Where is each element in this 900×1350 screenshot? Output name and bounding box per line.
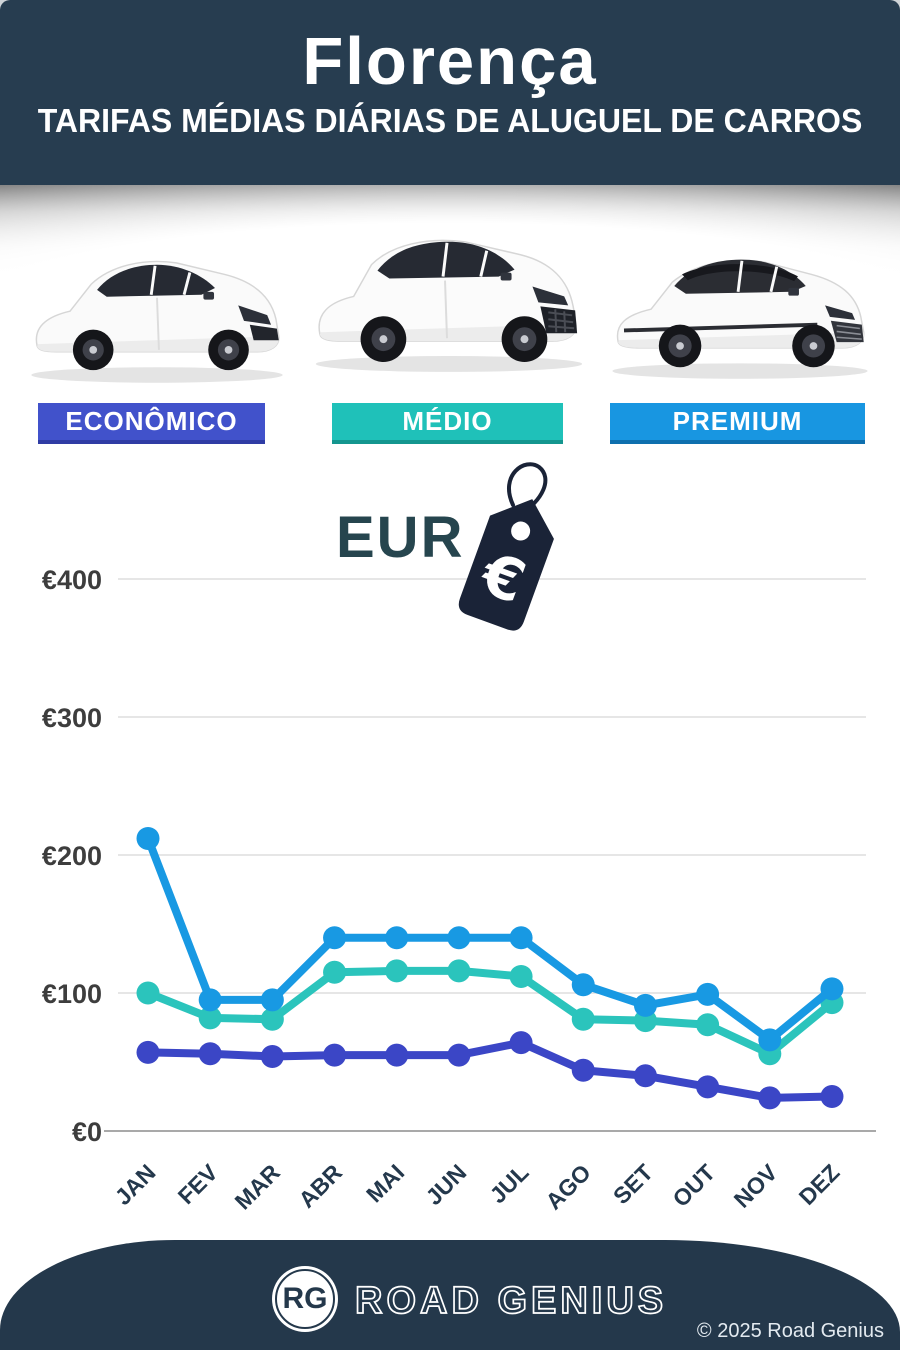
wheel <box>360 316 407 362</box>
wheel <box>72 329 114 371</box>
svg-text:SET: SET <box>608 1159 658 1209</box>
category-label-text: PREMIUM <box>672 406 803 436</box>
euro-price-tag-icon: € <box>458 462 554 631</box>
page-subtitle: TARIFAS MÉDIAS DIÁRIAS DE ALUGUEL DE CAR… <box>37 102 863 139</box>
category-label-text: ECONÔMICO <box>65 406 238 436</box>
currency-label: EUR <box>336 505 465 570</box>
rates-chart: €0 €100 €200 €300 €400 JAN FEV MAR ABR MAI JUN JUL A… <box>42 565 876 1215</box>
category-label-premium: PREMIUM <box>610 403 865 444</box>
svg-text:NOV: NOV <box>729 1159 783 1213</box>
svg-text:€300: €300 <box>42 703 102 733</box>
brand-name: ROAD GENIUS <box>354 1279 668 1323</box>
category-label-text: MÉDIO <box>402 406 493 436</box>
wheel <box>208 329 249 371</box>
road-genius-logo-icon: RG <box>272 1266 338 1332</box>
svg-text:JUN: JUN <box>421 1159 472 1210</box>
svg-text:AGO: AGO <box>540 1159 595 1214</box>
svg-text:€400: €400 <box>42 565 102 595</box>
category-label-economico: ECONÔMICO <box>38 403 265 444</box>
svg-text:ABR: ABR <box>293 1159 347 1213</box>
wheel <box>658 324 702 368</box>
midsize-suv-image <box>315 239 583 372</box>
page-title: Florença <box>302 24 598 99</box>
svg-text:MAI: MAI <box>361 1159 409 1207</box>
svg-text:OUT: OUT <box>667 1159 720 1212</box>
svg-text:€200: €200 <box>42 841 102 871</box>
svg-text:FEV: FEV <box>173 1159 223 1209</box>
copyright: © 2025 Road Genius <box>696 1320 884 1342</box>
economy-car-image <box>31 260 283 383</box>
header: Florença TARIFAS MÉDIAS DIÁRIAS DE ALUGU… <box>0 0 900 185</box>
logo-initials: RG <box>282 1282 328 1315</box>
category-label-medio: MÉDIO <box>332 403 563 444</box>
svg-text:JAN: JAN <box>110 1159 161 1210</box>
svg-text:€100: €100 <box>42 979 102 1009</box>
svg-text:€0: €0 <box>72 1117 102 1147</box>
wheel <box>501 316 548 362</box>
wheel <box>792 324 835 368</box>
svg-text:JUL: JUL <box>485 1159 534 1208</box>
svg-text:MAR: MAR <box>229 1159 285 1215</box>
footer: RG ROAD GENIUS © 2025 Road Genius <box>0 1240 900 1350</box>
svg-text:DEZ: DEZ <box>794 1159 845 1210</box>
premium-suv-image <box>612 259 868 379</box>
